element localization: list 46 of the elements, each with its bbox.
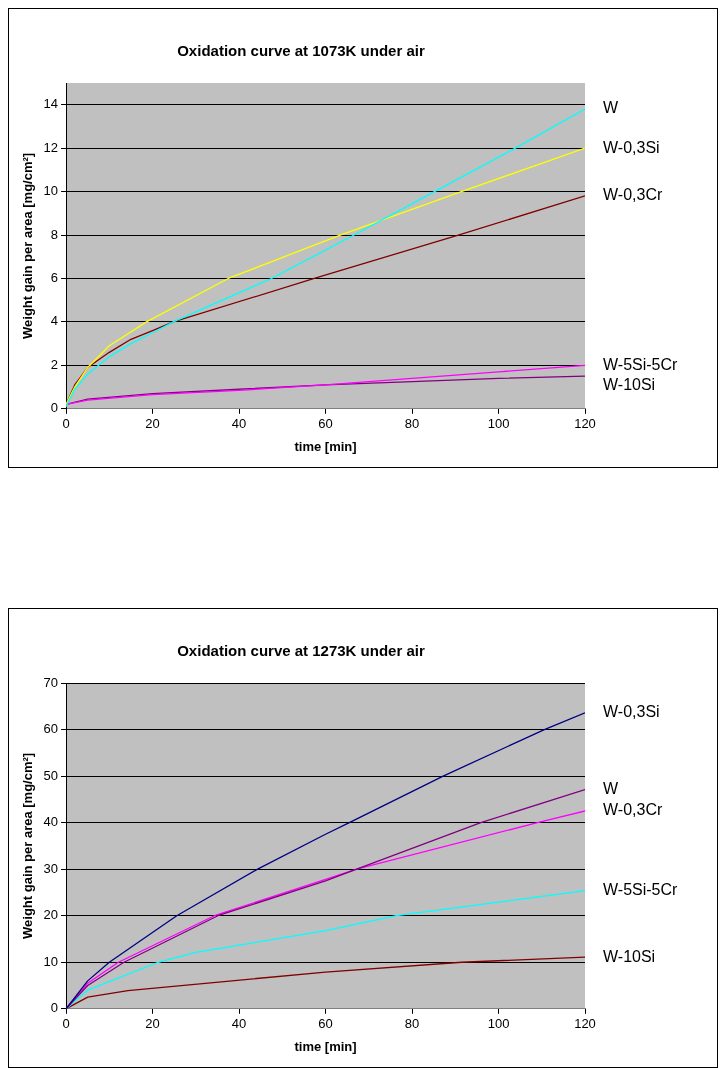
y-axis-title: Weight gain per area [mg/cm²] bbox=[20, 752, 36, 939]
x-tick-label: 40 bbox=[231, 1016, 247, 1032]
x-tick-label: 20 bbox=[145, 1016, 160, 1032]
x-axis-title: time [min] bbox=[294, 438, 357, 454]
series-label: W-5Si-5Cr bbox=[603, 355, 679, 373]
x-tick-label: 80 bbox=[404, 416, 420, 432]
y-tick-label: 60 bbox=[43, 721, 59, 737]
y-axis-title: Weight gain per area [mg/cm²] bbox=[20, 152, 36, 339]
y-tick-label: 14 bbox=[43, 96, 59, 112]
y-tick-label: 10 bbox=[43, 953, 59, 969]
x-tick-label: 120 bbox=[574, 416, 596, 432]
x-tick-label: 0 bbox=[62, 416, 70, 432]
y-tick-label: 0 bbox=[50, 400, 59, 416]
series-label: W-10Si bbox=[603, 375, 656, 393]
x-tick-label: 40 bbox=[231, 416, 247, 432]
y-tick-label: 12 bbox=[43, 139, 59, 155]
y-tick-label: 2 bbox=[50, 356, 59, 372]
y-tick-label: 8 bbox=[50, 226, 59, 242]
x-tick-label: 120 bbox=[574, 1016, 596, 1032]
chart-title: Oxidation curve at 1073K under air bbox=[177, 42, 425, 60]
x-tick-label: 60 bbox=[318, 1016, 333, 1032]
series-label: W-0,3Cr bbox=[603, 186, 663, 204]
x-tick-label: 60 bbox=[318, 416, 333, 432]
series-label: W-0,3Si bbox=[603, 703, 660, 721]
y-tick-label: 50 bbox=[43, 767, 59, 783]
y-tick-label: 20 bbox=[43, 907, 59, 923]
y-tick-label: 4 bbox=[50, 313, 59, 329]
y-tick-label: 70 bbox=[43, 674, 59, 690]
x-tick-label: 0 bbox=[62, 1016, 70, 1032]
series-label: W-0,3Si bbox=[603, 138, 660, 156]
x-tick-label: 20 bbox=[145, 416, 160, 432]
y-tick-label: 30 bbox=[43, 860, 59, 876]
x-tick-label: 80 bbox=[404, 1016, 420, 1032]
chart-title: Oxidation curve at 1273K under air bbox=[177, 642, 425, 660]
y-tick-label: 40 bbox=[43, 814, 59, 830]
y-tick-label: 0 bbox=[50, 1000, 59, 1016]
series-label: W bbox=[603, 779, 619, 797]
x-tick-label: 100 bbox=[487, 416, 510, 432]
y-tick-label: 6 bbox=[50, 270, 59, 286]
x-tick-label: 100 bbox=[487, 1016, 510, 1032]
x-axis-title: time [min] bbox=[294, 1038, 357, 1054]
series-label: W-5Si-5Cr bbox=[603, 880, 679, 898]
y-tick-label: 10 bbox=[43, 183, 59, 199]
series-label: W-10Si bbox=[603, 947, 656, 965]
series-label: W-0,3Cr bbox=[603, 801, 663, 819]
series-label: W bbox=[603, 99, 619, 117]
